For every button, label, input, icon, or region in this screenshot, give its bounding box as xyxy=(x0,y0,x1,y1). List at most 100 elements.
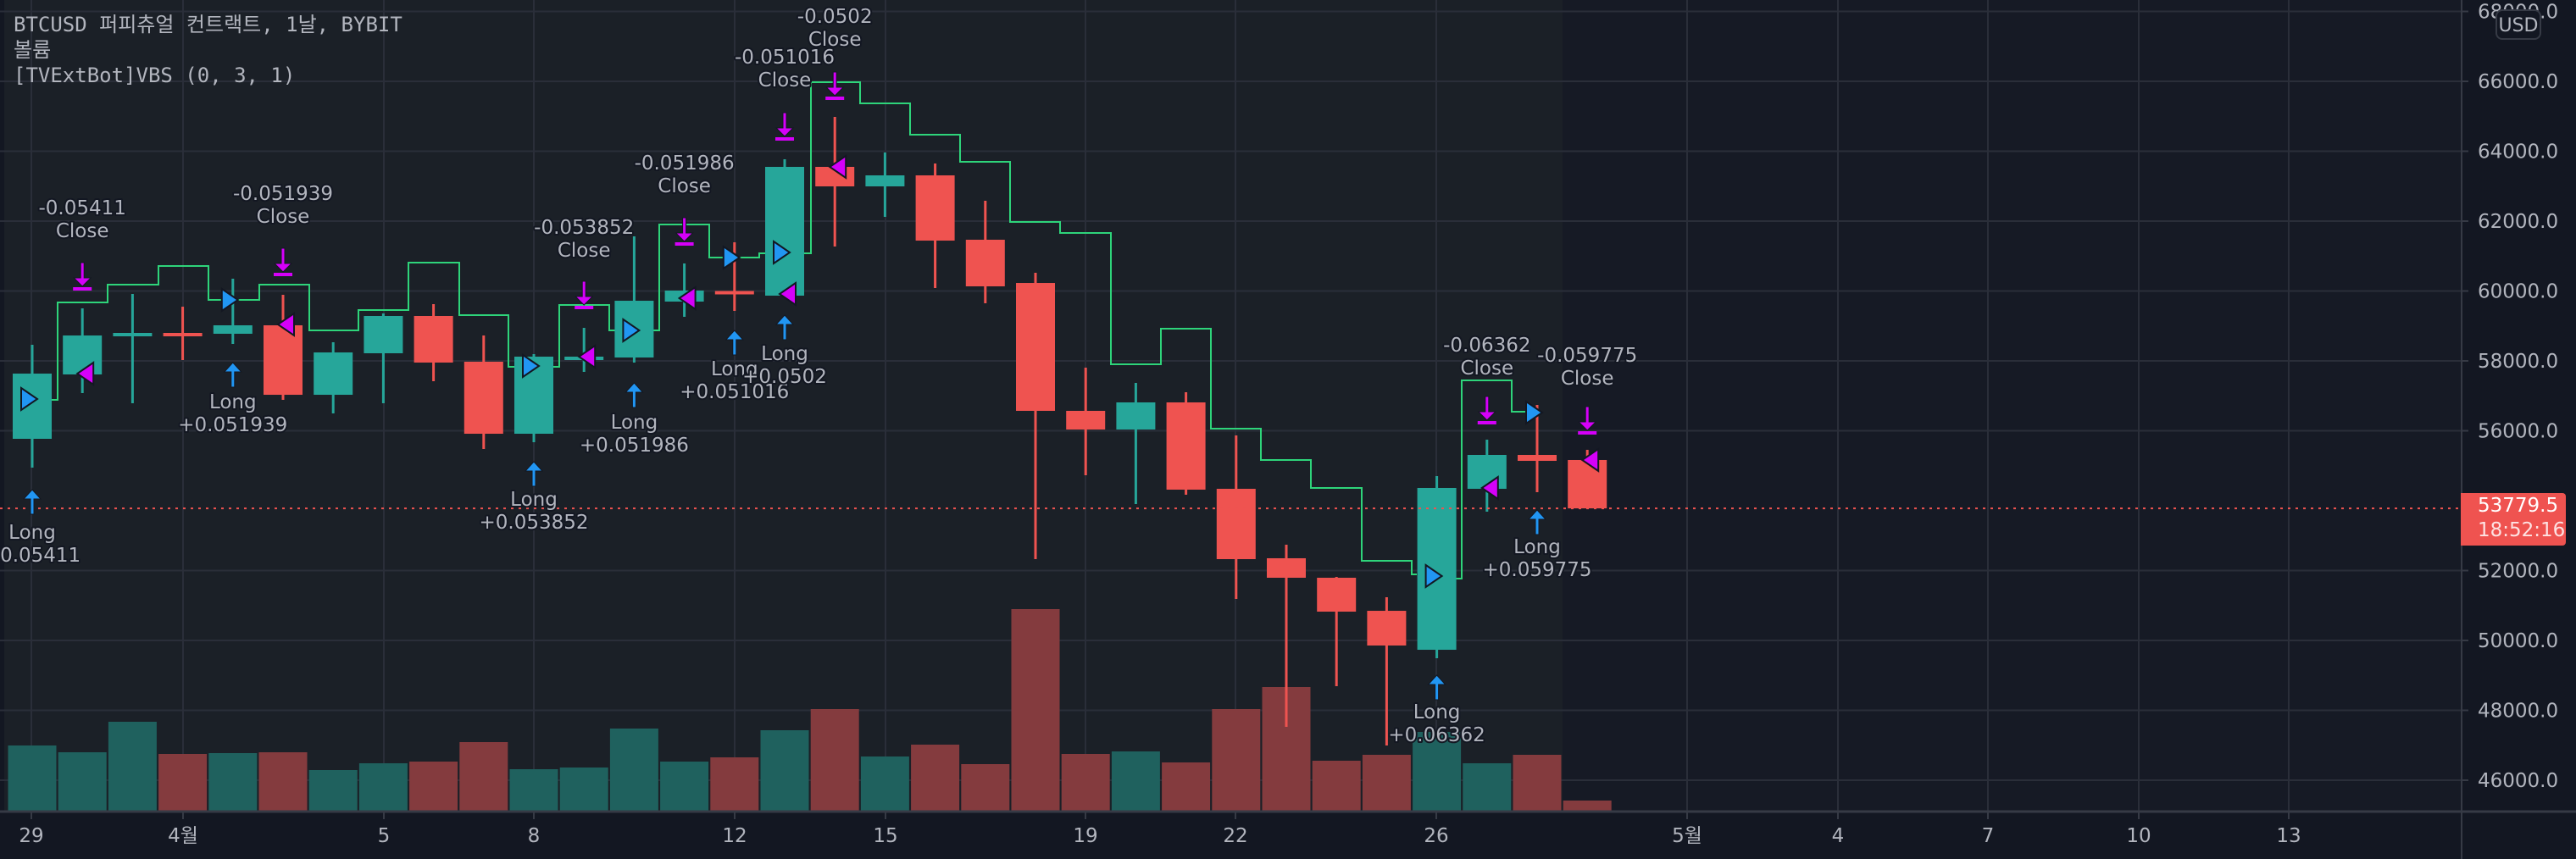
symbol-title[interactable]: BTCUSD 퍼피츄얼 컨트랙트, 1날, BYBIT xyxy=(14,13,402,36)
volume-bar xyxy=(509,769,558,811)
long-arrow-icon xyxy=(724,330,744,356)
volume-bar xyxy=(961,764,1010,811)
time-axis-panel[interactable] xyxy=(0,812,2462,859)
candle-body xyxy=(1016,283,1055,411)
close-bar-icon xyxy=(1578,431,1597,435)
volume-bar xyxy=(1212,709,1261,811)
price-tick-label: 58000.0 xyxy=(2478,351,2558,373)
candle-body xyxy=(1317,577,1357,612)
volume-bar xyxy=(208,753,258,811)
exit-triangle-icon xyxy=(1580,447,1600,473)
candle-body xyxy=(1417,487,1457,651)
candle-body xyxy=(1267,557,1306,578)
entry-triangle-icon xyxy=(220,287,240,313)
volume-bar xyxy=(409,762,458,811)
long-arrow-icon xyxy=(524,461,544,487)
time-tick-label: 13 xyxy=(2276,825,2301,847)
left-edge xyxy=(0,0,4,812)
close-arrow-icon xyxy=(273,247,293,273)
price-tick-label: 66000.0 xyxy=(2478,71,2558,93)
candle-body xyxy=(213,325,253,334)
volume-bar xyxy=(308,770,358,811)
close-value: -0.06362 xyxy=(1443,335,1530,357)
candle-body xyxy=(765,166,804,296)
price-tick-label: 56000.0 xyxy=(2478,421,2558,443)
candle-body xyxy=(965,239,1005,287)
volume-bar xyxy=(1513,755,1562,811)
price-tick-label: 60000.0 xyxy=(2478,281,2558,303)
price-tick-label: 46000.0 xyxy=(2478,770,2558,792)
currency-badge[interactable]: USD xyxy=(2496,9,2541,40)
close-value: -0.051939 xyxy=(233,183,333,205)
close-label: Close xyxy=(758,69,812,91)
long-label: Long xyxy=(1413,701,1461,723)
candle-body xyxy=(464,361,503,435)
close-arrow-icon xyxy=(574,280,594,306)
long-label: Long xyxy=(209,391,257,413)
close-value: -0.0502 xyxy=(797,6,873,28)
volume-bar xyxy=(459,742,508,811)
long-value: +0.051986 xyxy=(580,435,689,457)
price-axis-panel[interactable] xyxy=(2462,0,2576,859)
future-area xyxy=(1563,0,2462,812)
exit-triangle-icon xyxy=(577,344,597,369)
candle-body xyxy=(314,352,353,396)
close-value: -0.051016 xyxy=(735,47,835,69)
volume-bar xyxy=(108,722,157,811)
volume-bar xyxy=(1312,761,1361,811)
long-label: Long xyxy=(510,489,558,511)
long-value: +0.059775 xyxy=(1482,559,1591,581)
close-label: Close xyxy=(658,175,711,197)
time-tick-label: 22 xyxy=(1223,825,1247,847)
close-arrow-icon xyxy=(824,71,845,97)
volume-bar xyxy=(760,730,809,811)
candle-body xyxy=(1467,455,1507,490)
exit-triangle-icon xyxy=(75,361,95,386)
close-bar-icon xyxy=(825,97,845,100)
time-tick-label: 10 xyxy=(2126,825,2151,847)
last-price-value: 53779.5 xyxy=(2478,495,2559,517)
close-bar-icon xyxy=(274,273,292,276)
candle-body xyxy=(1116,402,1156,430)
long-arrow-icon xyxy=(1527,509,1547,535)
candle-body xyxy=(1568,459,1607,509)
volume-bar xyxy=(911,745,960,811)
indicator-legend[interactable]: [TVExtBot]VBS (0, 3, 1) xyxy=(14,64,296,87)
time-tick-label: 4 xyxy=(1832,825,1845,847)
long-value: +0.051016 xyxy=(680,381,789,403)
candle-body xyxy=(1066,410,1106,430)
volume-legend[interactable]: 볼륨 xyxy=(14,38,52,62)
price-tick-label: 48000.0 xyxy=(2478,701,2558,723)
time-tick-label: 4월 xyxy=(168,825,198,847)
price-tick-label: 64000.0 xyxy=(2478,141,2558,163)
volume-bar xyxy=(660,762,709,811)
volume-bar xyxy=(860,756,909,811)
long-value: +0.051939 xyxy=(178,414,287,436)
long-value: +0.0502 xyxy=(742,366,827,388)
time-tick-label: 7 xyxy=(1982,825,1995,847)
volume-bar xyxy=(1162,762,1211,811)
entry-triangle-icon xyxy=(773,240,791,265)
volume-bar xyxy=(609,729,658,811)
long-value: +0.053852 xyxy=(479,512,588,534)
long-arrow-icon xyxy=(223,362,242,388)
candle-body xyxy=(414,315,453,363)
volume-bar xyxy=(810,709,859,811)
exit-triangle-icon xyxy=(276,312,295,337)
close-value: -0.051986 xyxy=(635,152,735,175)
exit-triangle-icon xyxy=(828,154,847,180)
volume-bar xyxy=(158,754,208,811)
long-label: Long xyxy=(761,343,808,365)
long-value: +0.06362 xyxy=(1388,724,1485,746)
long-label: Long xyxy=(611,412,658,434)
close-label: Close xyxy=(558,240,611,262)
candle-body xyxy=(1367,611,1407,646)
candle-body xyxy=(63,335,103,375)
volume-bar xyxy=(559,768,608,811)
close-label: Close xyxy=(257,206,310,228)
long-label: Long xyxy=(1513,536,1561,558)
close-arrow-icon xyxy=(1477,396,1497,421)
long-arrow-icon xyxy=(774,314,795,341)
candle-body xyxy=(1166,402,1206,490)
